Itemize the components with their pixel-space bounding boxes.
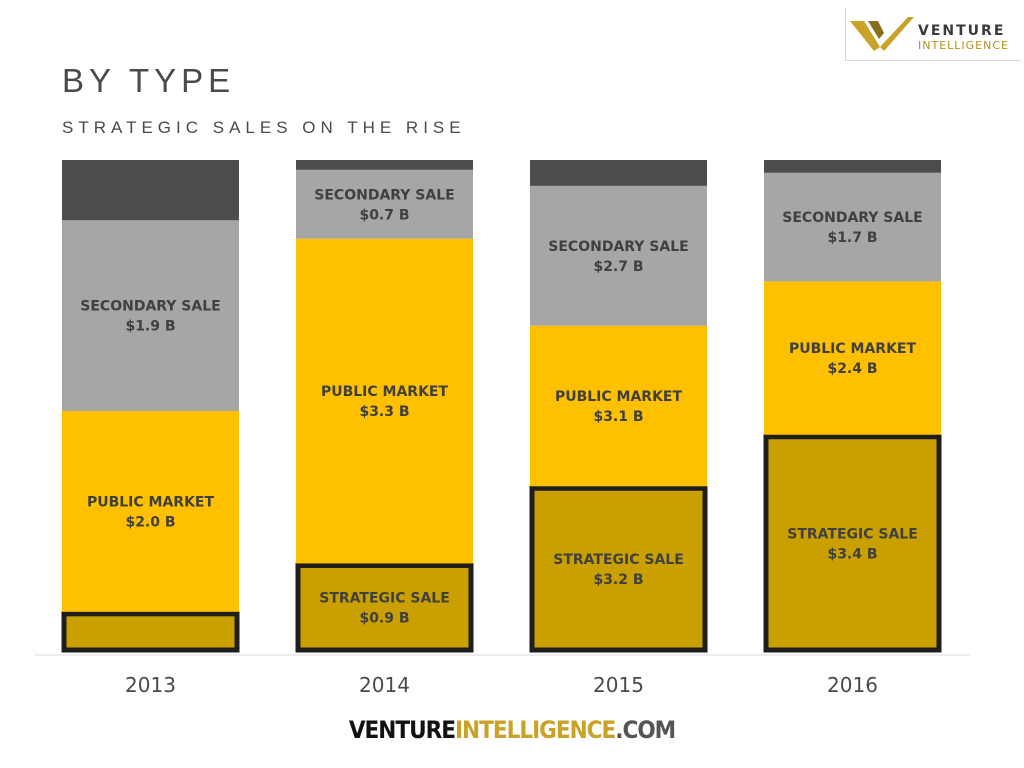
bar-segment-secondary-2014 [296, 169, 473, 239]
bar-segment-other-2016 [764, 160, 941, 173]
data-label-line: $0.7 B [359, 207, 409, 223]
footer-text-com: .COM [615, 716, 676, 744]
bar-segment-public-2014 [296, 238, 473, 564]
data-label-line: $3.1 B [593, 409, 643, 425]
data-label-line: SECONDARY SALE [782, 210, 922, 226]
data-label-line: $2.0 B [125, 514, 175, 530]
data-label-line: $0.9 B [359, 611, 409, 627]
data-label-line: $3.3 B [359, 404, 409, 420]
page-subtitle: STRATEGIC SALES ON THE RISE [62, 118, 466, 137]
bar-segment-strategic-2015 [529, 485, 708, 653]
bar-segment-other-2013 [62, 160, 239, 221]
data-label-secondary-2016: SECONDARY SALE $1.7 B [782, 210, 922, 246]
data-label-line: SECONDARY SALE [548, 239, 688, 255]
x-tick-label-2013: 2013 [125, 673, 176, 697]
bar-segment-public-2015 [530, 325, 707, 487]
bar-segment-public-2013 [62, 411, 239, 612]
data-label-secondary-2014: SECONDARY SALE $0.7 B [314, 187, 454, 223]
logo-chevron-icon [850, 17, 914, 51]
data-label-line: PUBLIC MARKET [87, 494, 215, 510]
data-label-line: PUBLIC MARKET [321, 384, 449, 400]
data-label-secondary-2015: SECONDARY SALE $2.7 B [548, 239, 688, 275]
logo-wordmark-top: VENTURE [918, 23, 1006, 39]
data-label-line: $3.4 B [827, 546, 877, 562]
data-label-secondary-2013: SECONDARY SALE $1.9 B [80, 299, 220, 335]
x-tick-label-2015: 2015 [593, 673, 644, 697]
bar-segment-strategic-2016 [763, 434, 942, 653]
data-label-line: $3.2 B [593, 572, 643, 588]
x-tick-label-2014: 2014 [359, 673, 410, 697]
data-label-public-2016: PUBLIC MARKET $2.4 B [789, 341, 917, 377]
bar-segment-secondary-2016 [764, 172, 941, 282]
data-label-public-2013: PUBLIC MARKET $2.0 B [87, 494, 215, 530]
page-title: BY TYPE [62, 62, 236, 99]
footer-website: VENTUREINTELLIGENCE.COM [0, 716, 1024, 744]
logo-wordmark-bottom: INTELLIGENCE [918, 39, 1009, 52]
x-tick-label-2016: 2016 [827, 673, 878, 697]
data-label-line: PUBLIC MARKET [789, 341, 917, 357]
data-label-line: PUBLIC MARKET [555, 389, 683, 405]
venture-intelligence-logo: VENTURE INTELLIGENCE [845, 8, 1021, 61]
data-label-line: STRATEGIC SALE [787, 526, 918, 542]
bar-segment-other-2015 [530, 160, 707, 186]
bar-segment-secondary-2015 [530, 185, 707, 326]
data-label-line: $2.7 B [593, 259, 643, 275]
bar-segment-secondary-2013 [62, 220, 239, 412]
data-label-public-2014: PUBLIC MARKET $3.3 B [321, 384, 449, 420]
bar-segment-strategic-2013 [61, 611, 240, 653]
data-label-line: SECONDARY SALE [80, 299, 220, 315]
footer-text-venture: VENTURE [348, 716, 456, 744]
bar-segment-public-2016 [764, 281, 941, 435]
data-label-strategic-2015: STRATEGIC SALE $3.2 B [553, 552, 684, 588]
data-label-line: $2.4 B [827, 361, 877, 377]
bar-segment-strategic-2014 [295, 562, 474, 653]
data-label-public-2015: PUBLIC MARKET $3.1 B [555, 389, 683, 425]
data-label-line: $1.7 B [827, 230, 877, 246]
data-label-strategic-2016: STRATEGIC SALE $3.4 B [787, 526, 918, 562]
data-label-line: SECONDARY SALE [314, 187, 454, 203]
data-label-line: STRATEGIC SALE [319, 591, 450, 607]
data-label-strategic-2014: STRATEGIC SALE $0.9 B [319, 591, 450, 627]
footer-text-intelligence: INTELLIGENCE [455, 716, 616, 744]
data-label-line: STRATEGIC SALE [553, 552, 684, 568]
data-label-line: $1.9 B [125, 319, 175, 335]
bar-segment-other-2014 [296, 160, 473, 170]
